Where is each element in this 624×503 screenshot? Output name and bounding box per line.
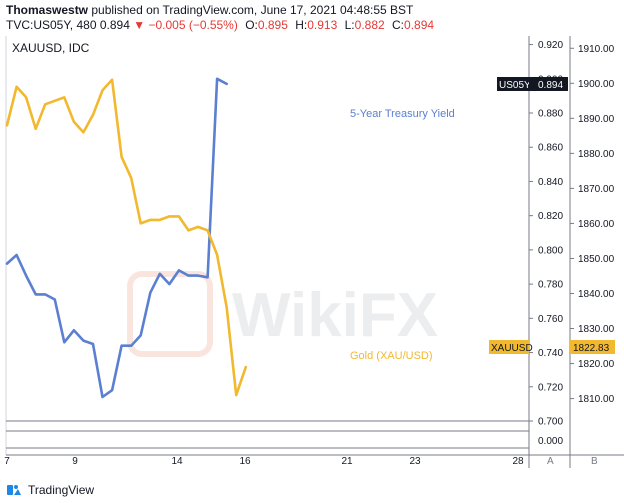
time-tick-label: 9 bbox=[72, 456, 78, 467]
right-tick-label: 1910.00 bbox=[578, 44, 615, 55]
left-tick-label: 0.860 bbox=[538, 143, 563, 154]
watermark-text: WikiFX bbox=[232, 281, 438, 350]
time-tick-label: 28 bbox=[512, 456, 524, 467]
last-price: 0.894 bbox=[99, 18, 130, 32]
wikifx-watermark: WikiFX bbox=[127, 271, 438, 357]
scale-button-a[interactable]: A bbox=[547, 456, 554, 467]
publish-text: published on TradingView.com, June 17, 2… bbox=[91, 3, 414, 17]
us05y-badge-label-bg bbox=[497, 77, 529, 91]
chart-header: Thomaswestw published on TradingView.com… bbox=[0, 0, 624, 36]
time-tick-label: 23 bbox=[409, 456, 421, 467]
right-tick-label: 1880.00 bbox=[578, 149, 615, 160]
scale-button-b[interactable]: B bbox=[591, 456, 598, 467]
gold-price-line[interactable] bbox=[5, 78, 248, 397]
plot-background bbox=[6, 36, 529, 421]
high-value: 0.913 bbox=[307, 18, 338, 32]
right-axis-ticks: 1910.00 1900.00 1890.00 1880.00 1870.00 1860.… bbox=[570, 44, 615, 405]
close-value: 0.894 bbox=[404, 18, 435, 32]
low-label: L: bbox=[344, 18, 355, 32]
us05y-badge-value: 0.894 bbox=[538, 80, 563, 91]
low-value: 0.882 bbox=[354, 18, 385, 32]
left-tick-label: 0.840 bbox=[538, 177, 563, 188]
open-value: 0.895 bbox=[257, 18, 288, 32]
symbol-label[interactable]: TVC:US05Y, 480 bbox=[6, 18, 97, 32]
footer-brand-text: TradingView bbox=[28, 483, 95, 497]
left-tick-label: 0.820 bbox=[538, 211, 563, 222]
xauusd-badge: XAUUSD 1822.83 bbox=[489, 340, 615, 354]
left-tick-label: 0.880 bbox=[538, 109, 563, 120]
series-layer bbox=[5, 77, 248, 399]
right-tick-label: 1860.00 bbox=[578, 219, 615, 230]
us05y-badge: US05Y 0.894 bbox=[497, 77, 568, 91]
right-tick-label: 1830.00 bbox=[578, 324, 615, 335]
author-name[interactable]: Thomaswestw bbox=[6, 3, 89, 17]
watermark-logo-box bbox=[127, 271, 213, 357]
down-arrow-icon: ▼ bbox=[133, 18, 146, 32]
price-change: −0.005 (−0.55%) bbox=[148, 18, 238, 32]
time-axis-ticks: 7 9 14 16 21 23 28 bbox=[4, 456, 524, 467]
time-tick-label: 16 bbox=[239, 456, 251, 467]
chart-area[interactable]: 0.000 WikiFX XAUUSD, IDC 0.9200.9000.880… bbox=[0, 36, 624, 503]
left-tick-label: 0.740 bbox=[538, 348, 563, 359]
left-tick-label: 0.760 bbox=[538, 314, 563, 325]
close-label: C: bbox=[392, 18, 405, 32]
xauusd-badge-label-bg bbox=[489, 340, 529, 354]
treasury-yield-line[interactable] bbox=[5, 77, 228, 399]
right-tick-label: 1850.00 bbox=[578, 254, 615, 265]
right-tick-label: 1840.00 bbox=[578, 289, 615, 300]
time-tick-label: 21 bbox=[341, 456, 353, 467]
chart-svg[interactable]: 0.000 WikiFX XAUUSD, IDC 0.9200.9000.880… bbox=[0, 36, 624, 481]
publish-info: Thomaswestw published on TradingView.com… bbox=[6, 3, 413, 17]
xauusd-badge-value: 1822.83 bbox=[573, 343, 610, 354]
lower-pane-tick: 0.000 bbox=[538, 436, 563, 447]
xauusd-badge-value-bg bbox=[570, 340, 615, 354]
gold-series-label: Gold (XAU/USD) bbox=[350, 350, 433, 362]
left-tick-label: 0.800 bbox=[538, 245, 563, 256]
left-axis-ticks: 0.9200.9000.8800.8600.8400.8200.8000.780… bbox=[529, 40, 563, 428]
treasury-series-label: 5-Year Treasury Yield bbox=[350, 108, 455, 120]
ohlc-legend: TVC:US05Y, 480 0.894 ▼ −0.005 (−0.55%) O… bbox=[6, 18, 434, 32]
time-tick-label: 14 bbox=[171, 456, 183, 467]
right-tick-label: 1820.00 bbox=[578, 359, 615, 370]
right-tick-label: 1900.00 bbox=[578, 79, 615, 90]
left-tick-label: 0.920 bbox=[538, 40, 563, 51]
xauusd-badge-label: XAUUSD bbox=[491, 343, 533, 354]
left-tick-label: 0.700 bbox=[538, 417, 563, 428]
pane-title: XAUUSD, IDC bbox=[12, 41, 90, 55]
time-tick-label: 7 bbox=[4, 456, 10, 467]
high-label: H: bbox=[295, 18, 308, 32]
footer-branding[interactable]: TradingView bbox=[6, 481, 94, 499]
left-tick-label: 0.780 bbox=[538, 280, 563, 291]
open-label: O: bbox=[245, 18, 258, 32]
right-tick-label: 1870.00 bbox=[578, 184, 615, 195]
us05y-badge-label: US05Y bbox=[499, 80, 531, 91]
right-tick-label: 1890.00 bbox=[578, 114, 615, 125]
us05y-badge-value-bg bbox=[529, 77, 568, 91]
right-tick-label: 1810.00 bbox=[578, 394, 615, 405]
left-tick-label: 0.720 bbox=[538, 382, 563, 393]
tradingview-logo-icon bbox=[7, 485, 21, 495]
